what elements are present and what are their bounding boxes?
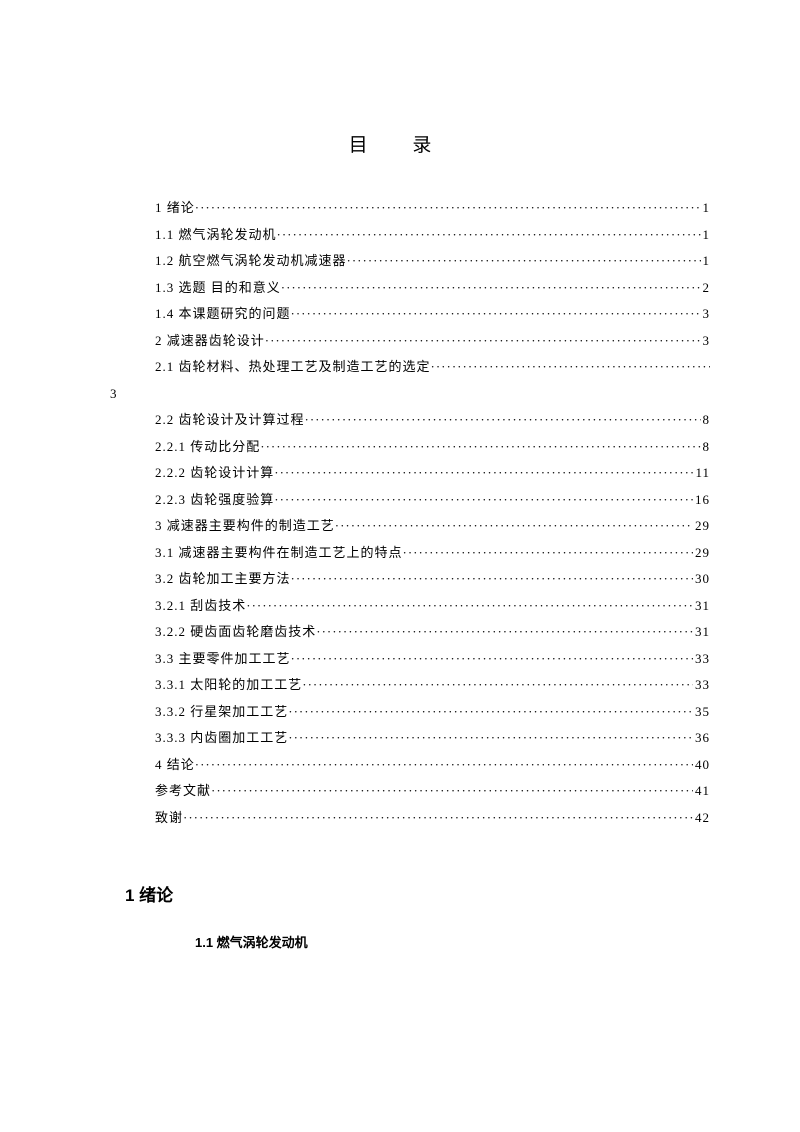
toc-leader-dots <box>302 672 693 699</box>
toc-entry: 3.2.1 刮齿技术 31 <box>155 593 710 620</box>
toc-entry-label: 1.3 选题 目的和意义 <box>155 275 281 302</box>
toc-leader-dots <box>274 460 693 487</box>
toc-entry: 3.3.1 太阳轮的加工工艺 33 <box>155 672 710 699</box>
toc-entry: 3.2 齿轮加工主要方法 30 <box>155 566 710 593</box>
toc-title: 目 录 <box>80 130 720 157</box>
toc-entry-label: 3.3 主要零件加工工艺 <box>155 646 291 673</box>
toc-entry-label: 2.2.1 传动比分配 <box>155 434 260 461</box>
toc-entry: 1 绪论 1 <box>155 195 710 222</box>
toc-entry-label: 1 绪论 <box>155 195 195 222</box>
toc-entry-page: 8 <box>703 407 711 434</box>
toc-entry-page: 3 <box>703 328 711 355</box>
toc-entry-label: 2.2.3 齿轮强度验算 <box>155 487 274 514</box>
toc-leader-dots <box>305 407 701 434</box>
toc-leader-dots <box>246 593 693 620</box>
toc-entry-page: 33 <box>695 672 710 699</box>
toc-entry-page: 8 <box>703 434 711 461</box>
toc-entry: 2.1 齿轮材料、热处理工艺及制造工艺的选定 <box>155 354 710 381</box>
toc-entry-page: 40 <box>695 752 710 779</box>
toc-leader-dots <box>291 646 693 673</box>
toc-entry-page: 31 <box>695 619 710 646</box>
toc-entry-label: 2.2 齿轮设计及计算过程 <box>155 407 305 434</box>
toc-entry-label: 参考文献 <box>155 778 211 805</box>
toc-leader-dots <box>291 566 693 593</box>
toc-entry: 1.4 本课题研究的问题 3 <box>155 301 710 328</box>
toc-entry-page: 36 <box>695 725 710 752</box>
toc-entry-page: 35 <box>695 699 710 726</box>
toc-entry-label: 3.1 减速器主要构件在制造工艺上的特点 <box>155 540 403 567</box>
toc-leader-dots <box>288 725 693 752</box>
toc-entry: 4 结论 40 <box>155 752 710 779</box>
toc-entry-page: 29 <box>695 513 710 540</box>
toc-entry-page: 33 <box>695 646 710 673</box>
toc-entry-label: 1.4 本课题研究的问题 <box>155 301 291 328</box>
subsection-heading: 1.1 燃气涡轮发动机 <box>80 932 720 951</box>
toc-entry-label: 1.1 燃气涡轮发动机 <box>155 222 277 249</box>
page-container: 目 录 1 绪论 11.1 燃气涡轮发动机 11.2 航空燃气涡轮发动机减速器 … <box>0 0 800 991</box>
toc-entry-label: 1.2 航空燃气涡轮发动机减速器 <box>155 248 347 275</box>
toc-entry: 2.2.2 齿轮设计计算 11 <box>155 460 710 487</box>
toc-entry: 2.2.3 齿轮强度验算 16 <box>155 487 710 514</box>
toc-entry-page: 30 <box>695 566 710 593</box>
toc-entry-page: 3 <box>703 301 711 328</box>
toc-leader-dots <box>195 752 693 779</box>
toc-entry: 3 减速器主要构件的制造工艺 29 <box>155 513 710 540</box>
toc-leader-dots <box>335 513 693 540</box>
toc-leader-dots <box>265 328 701 355</box>
toc-leader-dots <box>195 195 701 222</box>
toc-entry: 1.1 燃气涡轮发动机 1 <box>155 222 710 249</box>
toc-entry-page: 31 <box>695 593 710 620</box>
toc-entry-page: 1 <box>703 222 711 249</box>
toc-entry-label: 致谢 <box>155 805 183 832</box>
toc-leader-dots <box>277 222 701 249</box>
toc-entry-page: 11 <box>695 460 710 487</box>
toc-entry: 1.2 航空燃气涡轮发动机减速器 1 <box>155 248 710 275</box>
toc-entry-page: 29 <box>695 540 710 567</box>
toc-entry: 3.2.2 硬齿面齿轮磨齿技术 31 <box>155 619 710 646</box>
toc-leader-dots <box>288 699 693 726</box>
toc-entry-label: 3.2.1 刮齿技术 <box>155 593 246 620</box>
toc-entry-label: 3.3.1 太阳轮的加工工艺 <box>155 672 302 699</box>
toc-leader-dots <box>291 301 701 328</box>
toc-leader-dots <box>260 434 700 461</box>
toc-entry: 2.2 齿轮设计及计算过程 8 <box>155 407 710 434</box>
toc-entry: 2.2.1 传动比分配 8 <box>155 434 710 461</box>
toc-entry: 致谢 42 <box>155 805 710 832</box>
toc-entry-page-wrapped: 3 <box>110 381 710 408</box>
toc-entry: 2 减速器齿轮设计 3 <box>155 328 710 355</box>
toc-entry: 3.1 减速器主要构件在制造工艺上的特点 29 <box>155 540 710 567</box>
toc-leader-dots <box>274 487 693 514</box>
toc-entry-label: 4 结论 <box>155 752 195 779</box>
toc-entry: 3.3.2 行星架加工工艺 35 <box>155 699 710 726</box>
toc-entry-page: 1 <box>703 195 711 222</box>
toc-entry: 参考文献 41 <box>155 778 710 805</box>
toc-entry-label: 3.2.2 硬齿面齿轮磨齿技术 <box>155 619 316 646</box>
toc-leader-dots <box>183 805 693 832</box>
toc-entry-page: 42 <box>695 805 710 832</box>
toc-entry-page: 41 <box>695 778 710 805</box>
toc-entry-page: 1 <box>703 248 711 275</box>
toc-leader-dots <box>316 619 693 646</box>
toc-entry-label: 2.1 齿轮材料、热处理工艺及制造工艺的选定 <box>155 354 431 381</box>
toc-leader-dots <box>403 540 693 567</box>
toc-entries-list: 1 绪论 11.1 燃气涡轮发动机 11.2 航空燃气涡轮发动机减速器 11.3… <box>80 195 720 831</box>
toc-leader-dots <box>211 778 693 805</box>
toc-leader-dots <box>281 275 701 302</box>
toc-entry-label: 3.3.3 内齿圈加工工艺 <box>155 725 288 752</box>
toc-entry-page: 16 <box>695 487 710 514</box>
toc-entry-page: 2 <box>703 275 711 302</box>
toc-entry: 3.3 主要零件加工工艺 33 <box>155 646 710 673</box>
toc-entry-label: 3.3.2 行星架加工工艺 <box>155 699 288 726</box>
toc-entry-label: 3 减速器主要构件的制造工艺 <box>155 513 335 540</box>
toc-entry-label: 2.2.2 齿轮设计计算 <box>155 460 274 487</box>
toc-entry: 1.3 选题 目的和意义 2 <box>155 275 710 302</box>
toc-entry: 3.3.3 内齿圈加工工艺 36 <box>155 725 710 752</box>
toc-entry-label: 3.2 齿轮加工主要方法 <box>155 566 291 593</box>
toc-entry-label: 2 减速器齿轮设计 <box>155 328 265 355</box>
toc-leader-dots <box>431 354 710 381</box>
section-heading: 1 绪论 <box>80 881 720 906</box>
toc-leader-dots <box>347 248 701 275</box>
